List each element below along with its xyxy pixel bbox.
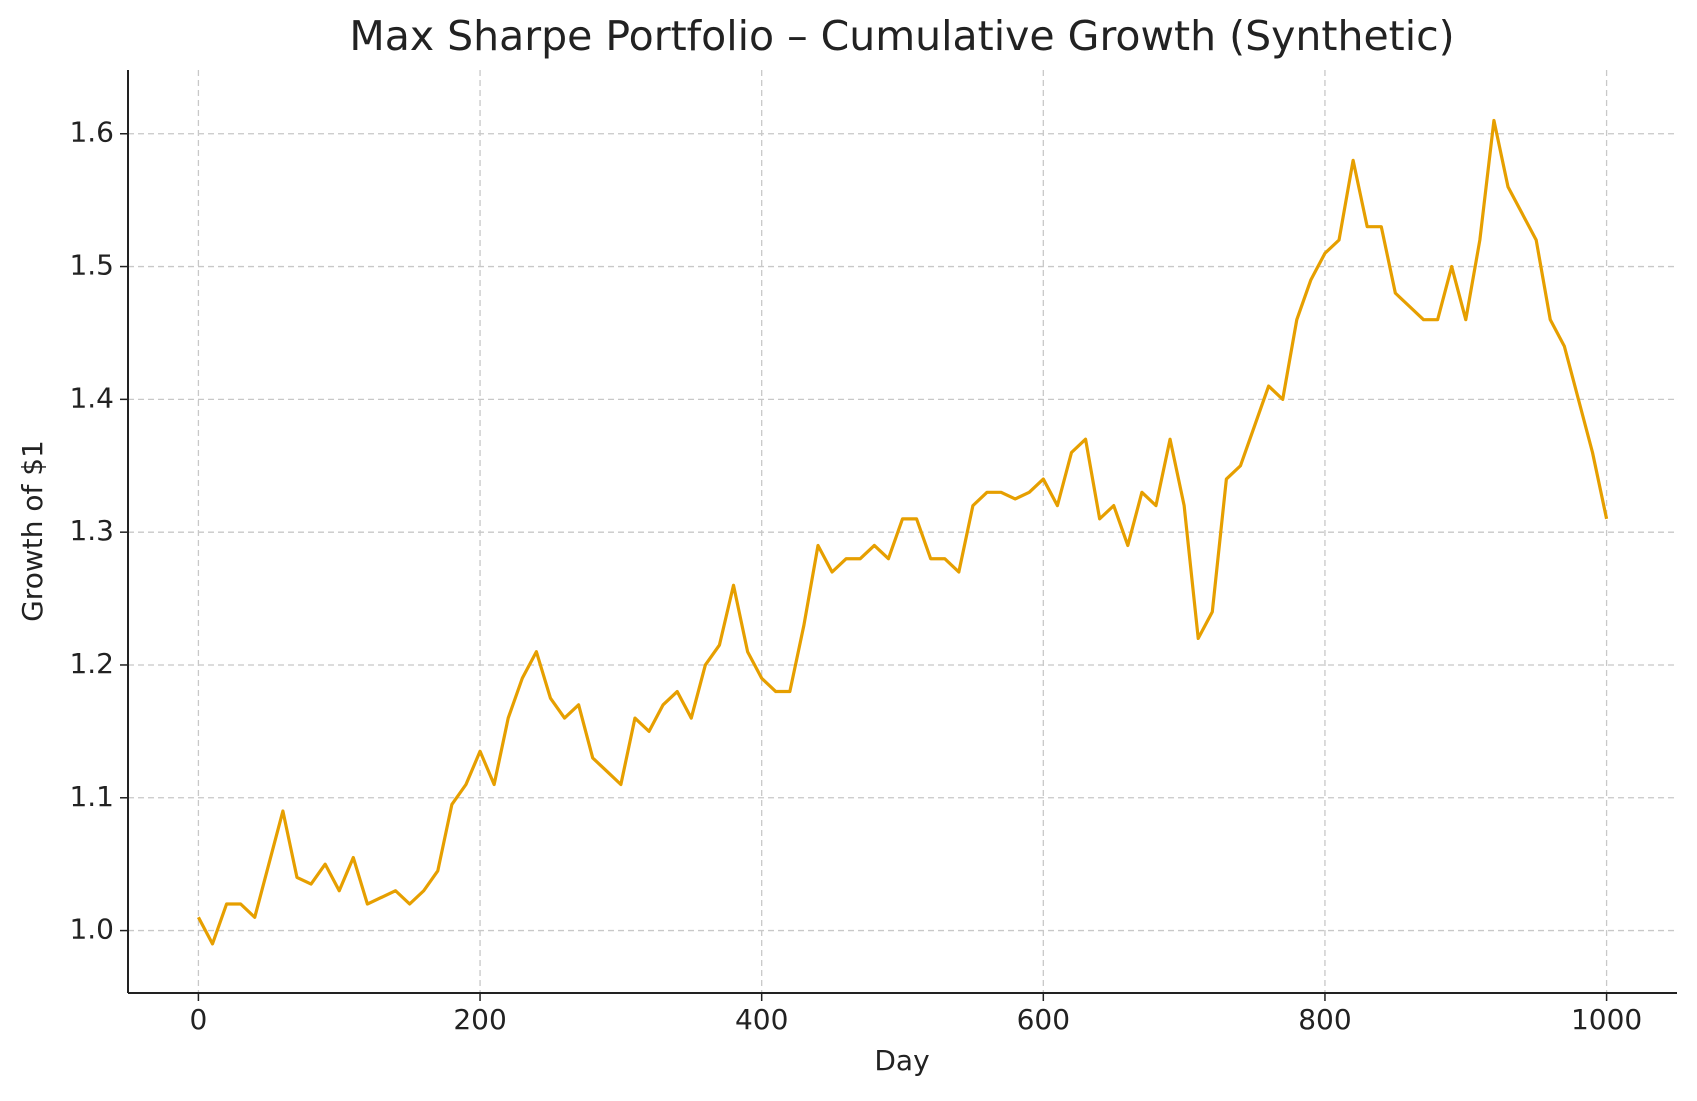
x-tick-label: 800 [1298, 1003, 1351, 1036]
y-tick-label: 1.2 [69, 647, 114, 680]
x-axis-label: Day [874, 1044, 929, 1077]
y-tick-label: 1.1 [69, 780, 114, 813]
y-tick-label: 1.3 [69, 514, 114, 547]
x-tick-label: 0 [189, 1003, 207, 1036]
y-tick-label: 1.4 [69, 381, 114, 414]
x-tick-label: 400 [735, 1003, 788, 1036]
x-tick-label: 200 [453, 1003, 506, 1036]
y-tick-label: 1.6 [69, 116, 114, 149]
x-tick-label: 600 [1017, 1003, 1070, 1036]
chart-title: Max Sharpe Portfolio – Cumulative Growth… [349, 12, 1454, 60]
x-tick-label: 1000 [1571, 1003, 1642, 1036]
data-line [196, 118, 1609, 946]
y-axis-label: Growth of $1 [16, 440, 49, 622]
y-tick-label: 1.5 [69, 249, 114, 282]
y-tick-label: 1.0 [69, 913, 114, 946]
